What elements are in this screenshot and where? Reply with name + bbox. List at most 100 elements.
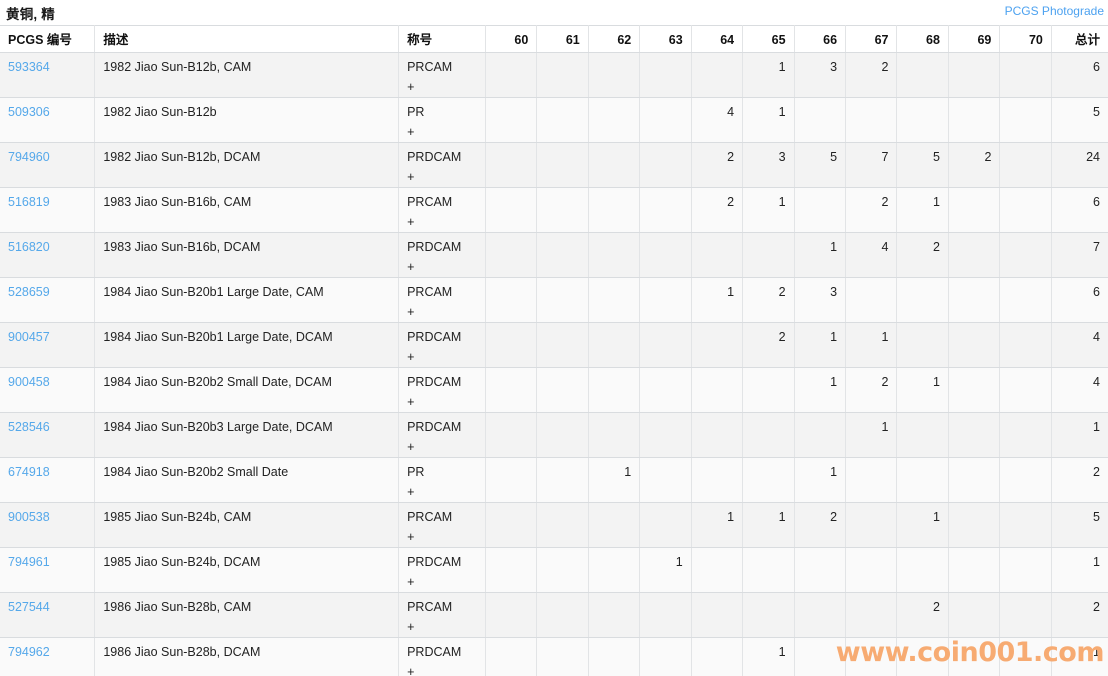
cell-grade-65: 1 — [742, 637, 795, 676]
designation-plus: + — [407, 350, 415, 364]
cell-grade-61 — [536, 97, 589, 143]
cell-grade-60 — [485, 277, 538, 323]
designation-plus: + — [407, 305, 415, 319]
table-row: 528546 1984 Jiao Sun-B20b3 Large Date, DC… — [0, 412, 1108, 458]
cell-pcgs-number[interactable]: 528659 — [0, 277, 96, 323]
cell-grade-64 — [691, 637, 744, 676]
cell-grade-69 — [948, 277, 1001, 323]
cell-grade-61 — [536, 187, 589, 233]
designation-label: PRCAM — [407, 510, 453, 524]
cell-description: 1986 Jiao Sun-B28b, DCAM — [94, 637, 400, 676]
designation-plus: + — [407, 395, 415, 409]
cell-grade-68 — [896, 412, 949, 458]
cell-grade-67: 2 — [845, 187, 898, 233]
cell-grade-63 — [639, 277, 692, 323]
column-header-grade-61: 61 — [536, 25, 589, 53]
cell-grade-70 — [999, 367, 1052, 413]
cell-designation: PRCAM + — [398, 502, 486, 548]
cell-grade-64: 2 — [691, 142, 744, 188]
cell-grade-70 — [999, 277, 1052, 323]
cell-grade-66: 5 — [794, 142, 847, 188]
column-header-designation: 称号 — [398, 25, 486, 53]
cell-grade-60 — [485, 367, 538, 413]
cell-grade-69 — [948, 412, 1001, 458]
cell-grade-60 — [485, 547, 538, 593]
cell-pcgs-number[interactable]: 527544 — [0, 592, 96, 638]
cell-pcgs-number[interactable]: 794961 — [0, 547, 96, 593]
cell-description: 1984 Jiao Sun-B20b3 Large Date, DCAM — [94, 412, 400, 458]
cell-grade-65 — [742, 412, 795, 458]
cell-grade-70 — [999, 412, 1052, 458]
cell-grade-63 — [639, 187, 692, 233]
cell-total: 4 — [1051, 322, 1108, 368]
cell-description: 1985 Jiao Sun-B24b, DCAM — [94, 547, 400, 593]
cell-grade-67 — [845, 502, 898, 548]
cell-grade-63 — [639, 412, 692, 458]
cell-pcgs-number[interactable]: 593364 — [0, 52, 96, 98]
cell-description: 1984 Jiao Sun-B20b1 Large Date, DCAM — [94, 322, 400, 368]
designation-plus: + — [407, 485, 415, 499]
cell-grade-64 — [691, 457, 744, 503]
cell-pcgs-number[interactable]: 794962 — [0, 637, 96, 676]
cell-grade-62 — [588, 232, 641, 278]
cell-pcgs-number[interactable]: 516819 — [0, 187, 96, 233]
cell-grade-63: 1 — [639, 547, 692, 593]
cell-grade-64: 4 — [691, 97, 744, 143]
grade-population-table: PCGS 编号 描述 称号 60 61 62 63 64 65 66 67 68… — [0, 25, 1108, 676]
cell-designation: PRCAM + — [398, 52, 486, 98]
designation-plus: + — [407, 80, 415, 94]
cell-grade-61 — [536, 547, 589, 593]
column-header-grade-68: 68 — [896, 25, 949, 53]
cell-pcgs-number[interactable]: 900538 — [0, 502, 96, 548]
cell-grade-66: 2 — [794, 502, 847, 548]
cell-grade-68 — [896, 322, 949, 368]
cell-pcgs-number[interactable]: 900457 — [0, 322, 96, 368]
cell-grade-63 — [639, 367, 692, 413]
cell-pcgs-number[interactable]: 528546 — [0, 412, 96, 458]
cell-grade-69 — [948, 52, 1001, 98]
cell-grade-68: 1 — [896, 187, 949, 233]
designation-label: PRDCAM — [407, 645, 462, 659]
cell-grade-62 — [588, 412, 641, 458]
cell-grade-61 — [536, 637, 589, 676]
designation-plus: + — [407, 530, 415, 544]
designation-label: PR — [407, 105, 425, 119]
table-header-row: PCGS 编号 描述 称号 60 61 62 63 64 65 66 67 68… — [0, 25, 1108, 53]
designation-label: PRDCAM — [407, 240, 462, 254]
cell-description: 1984 Jiao Sun-B20b1 Large Date, CAM — [94, 277, 400, 323]
column-header-grade-66: 66 — [794, 25, 847, 53]
cell-designation: PR + — [398, 97, 486, 143]
cell-grade-61 — [536, 277, 589, 323]
cell-grade-63 — [639, 232, 692, 278]
cell-total: 24 — [1051, 142, 1108, 188]
cell-grade-64: 1 — [691, 277, 744, 323]
cell-grade-60 — [485, 457, 538, 503]
cell-grade-65: 2 — [742, 322, 795, 368]
cell-grade-61 — [536, 367, 589, 413]
cell-pcgs-number[interactable]: 509306 — [0, 97, 96, 143]
cell-pcgs-number[interactable]: 794960 — [0, 142, 96, 188]
designation-label: PRCAM — [407, 195, 453, 209]
cell-grade-67 — [845, 592, 898, 638]
page-header: 黄铜, 精 PCGS Photograde — [0, 0, 1108, 25]
cell-grade-65 — [742, 547, 795, 593]
cell-grade-62 — [588, 97, 641, 143]
cell-grade-63 — [639, 142, 692, 188]
cell-pcgs-number[interactable]: 516820 — [0, 232, 96, 278]
cell-grade-66: 3 — [794, 277, 847, 323]
cell-description: 1984 Jiao Sun-B20b2 Small Date — [94, 457, 400, 503]
cell-grade-62 — [588, 592, 641, 638]
pcgs-photograde-link[interactable]: PCGS Photograde — [1004, 4, 1104, 18]
cell-grade-69 — [948, 322, 1001, 368]
cell-pcgs-number[interactable]: 674918 — [0, 457, 96, 503]
cell-grade-68 — [896, 277, 949, 323]
cell-total: 6 — [1051, 187, 1108, 233]
cell-grade-64 — [691, 367, 744, 413]
cell-grade-60 — [485, 502, 538, 548]
cell-grade-62 — [588, 142, 641, 188]
cell-grade-61 — [536, 322, 589, 368]
page-title: 黄铜, 精 — [6, 7, 56, 22]
cell-grade-65 — [742, 367, 795, 413]
cell-pcgs-number[interactable]: 900458 — [0, 367, 96, 413]
